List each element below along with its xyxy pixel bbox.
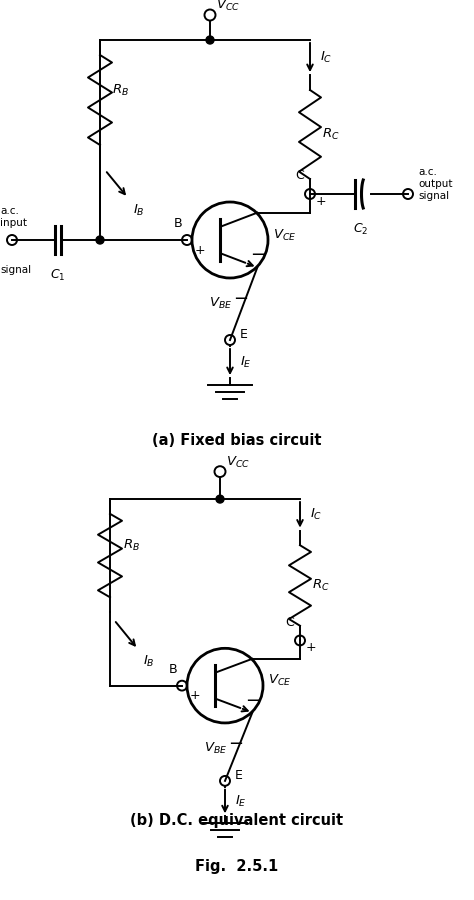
Text: C: C: [285, 616, 294, 629]
Text: +: +: [306, 642, 317, 654]
Text: +: +: [194, 244, 205, 256]
Text: signal: signal: [0, 265, 31, 275]
Text: $I_E$: $I_E$: [235, 794, 247, 809]
Text: $C_1$: $C_1$: [50, 268, 66, 284]
Text: $V_{CE}$: $V_{CE}$: [268, 673, 292, 689]
Text: $I_C$: $I_C$: [310, 508, 322, 522]
Text: E: E: [235, 770, 243, 782]
Text: $R_B$: $R_B$: [112, 83, 129, 97]
Text: (b) D.C. equivalent circuit: (b) D.C. equivalent circuit: [130, 813, 344, 828]
Text: $V_{CE}$: $V_{CE}$: [273, 228, 296, 242]
Circle shape: [216, 495, 224, 503]
Text: $I_B$: $I_B$: [133, 203, 145, 218]
Text: B: B: [173, 217, 182, 230]
Text: B: B: [168, 662, 177, 676]
Text: +: +: [189, 689, 200, 702]
Text: a.c.
output
signal: a.c. output signal: [418, 167, 453, 201]
Circle shape: [96, 236, 104, 244]
Text: $I_C$: $I_C$: [320, 50, 332, 65]
Text: +: +: [316, 195, 327, 208]
Text: −: −: [228, 734, 243, 752]
Text: a.c.
input: a.c. input: [0, 206, 27, 228]
Text: $V_{BE}$: $V_{BE}$: [204, 741, 227, 756]
Text: $V_{CC}$: $V_{CC}$: [226, 454, 250, 470]
Text: $V_{CC}$: $V_{CC}$: [216, 0, 240, 13]
Text: $V_{BE}$: $V_{BE}$: [209, 296, 232, 311]
Text: −: −: [233, 290, 248, 308]
Text: −: −: [246, 691, 261, 709]
Circle shape: [206, 36, 214, 44]
Text: (a) Fixed bias circuit: (a) Fixed bias circuit: [152, 433, 322, 448]
Text: $R_C$: $R_C$: [322, 127, 340, 142]
Text: $R_C$: $R_C$: [312, 578, 329, 593]
Text: E: E: [240, 328, 248, 341]
Text: Fig.  2.5.1: Fig. 2.5.1: [195, 860, 279, 874]
Text: $I_B$: $I_B$: [143, 654, 155, 670]
Text: −: −: [250, 247, 265, 265]
Text: C: C: [295, 169, 304, 182]
Text: $I_E$: $I_E$: [240, 355, 252, 370]
Text: $C_2$: $C_2$: [353, 222, 369, 237]
Text: $R_B$: $R_B$: [123, 538, 140, 554]
